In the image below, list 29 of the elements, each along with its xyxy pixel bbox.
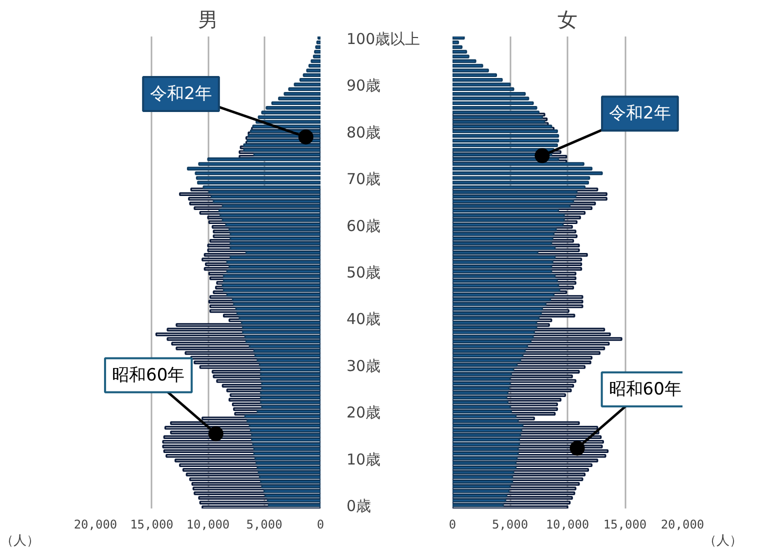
x-tick-label: 10,000 [546,518,590,532]
x-tick-label: 15,000 [130,518,174,532]
y-tick-label: 80歳 [346,123,381,142]
y-tick-label: 70歳 [346,170,381,188]
x-tick-label: 10,000 [186,518,230,532]
x-tick-label: 5,000 [492,518,528,532]
text: 令和2年 [150,84,212,104]
x-tick-label: 15,000 [603,518,647,532]
y-tick-label: 100歳以上 [346,30,420,48]
x-tick-label: 20,000 [74,518,118,532]
y-tick-label: 90歳 [346,76,381,95]
y-tick-label: 40歳 [346,310,381,328]
chart-title: 女 [558,8,578,32]
x-axis-title: （人） [0,534,40,548]
x-tick-label: 0 [448,518,456,532]
y-tick-label: 30歳 [346,356,381,375]
x-tick-label: 0 [316,518,324,532]
x-axis-title: （人） [704,534,742,548]
text: 令和2年 [609,104,671,124]
y-tick-label: 10歳 [346,450,381,468]
chart-title: 男 [198,8,218,32]
series-label: 昭和60年 [112,365,185,386]
x-tick-label: 20,000 [660,518,704,532]
series-label: 昭和60年 [608,379,682,400]
y-tick-label: 0歳 [346,497,372,516]
y-tick-label: 50歳 [346,264,381,282]
x-tick-label: 5,000 [246,518,282,532]
y-tick-label: 60歳 [346,216,381,235]
y-tick-label: 20歳 [346,404,381,422]
